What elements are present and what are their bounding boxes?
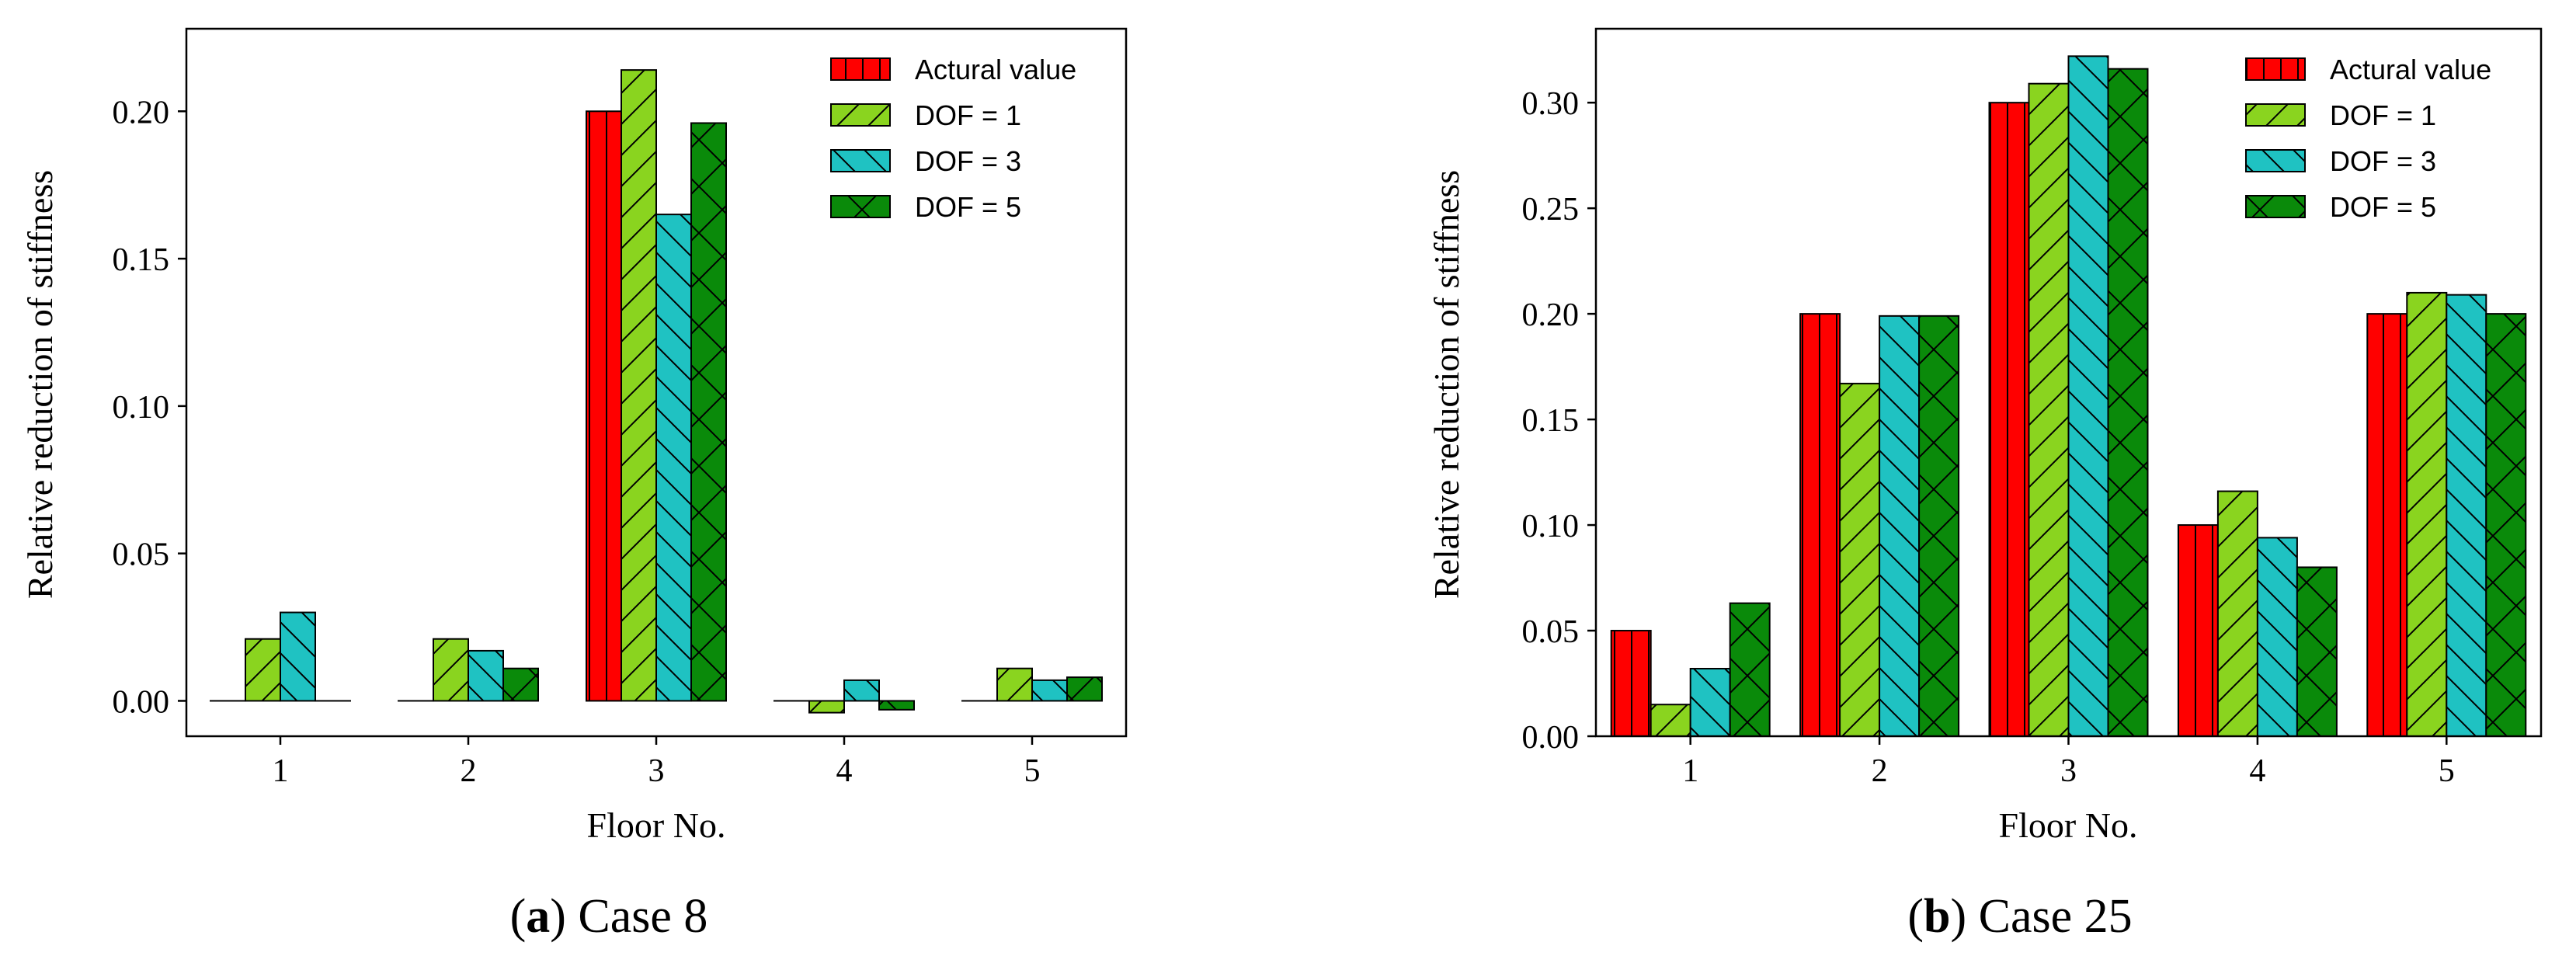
bar-hatch-3-floor-3 — [2067, 55, 2109, 738]
x-tick-label: 2 — [461, 753, 477, 789]
legend-label: Actural value — [915, 54, 1076, 85]
legend-swatch-hatch — [2245, 149, 2306, 172]
y-tick-label: 0.10 — [1522, 509, 1580, 544]
bar-hatch-2-floor-1 — [245, 638, 281, 702]
bar-hatch-2-floor-2 — [1839, 382, 1881, 737]
panel-caption: (a) Case 8 — [510, 890, 708, 943]
bar-hatch-3-floor-1 — [280, 611, 316, 702]
bar-hatch-3-floor-2 — [1879, 315, 1921, 737]
legend-swatch-hatch — [830, 149, 891, 172]
bar-hatch-2-floor-5 — [2406, 291, 2448, 738]
y-tick-label: 0.30 — [1522, 86, 1580, 122]
legend: Actural value DOF = 1 DOF = 3 DOF = 5 — [830, 54, 1076, 223]
bar-hatch-2-floor-3 — [2028, 82, 2070, 738]
bars — [1610, 55, 2527, 738]
legend-swatch-hatch — [2245, 103, 2306, 127]
legend: Actural value DOF = 1 DOF = 3 DOF = 5 — [2245, 54, 2491, 223]
legend-label: DOF = 3 — [915, 145, 1021, 177]
bar-hatch-3-floor-1 — [1689, 667, 1731, 738]
bar-hatch-4-floor-4 — [878, 700, 915, 711]
bar-hatch-1-floor-3 — [586, 110, 622, 702]
y-tick-label: 0.20 — [113, 95, 170, 130]
x-tick-label: 5 — [2439, 753, 2455, 789]
bar-hatch-2-floor-3 — [621, 69, 657, 702]
bar-hatch-3-floor-5 — [2446, 294, 2487, 737]
bar-hatch-4-floor-4 — [2296, 566, 2338, 737]
x-tick-label: 3 — [648, 753, 665, 789]
bar-hatch-2-floor-2 — [433, 638, 469, 702]
bar-hatch-1-floor-5 — [2366, 313, 2408, 738]
bar-hatch-4-floor-5 — [2485, 313, 2527, 738]
bar-hatch-1-floor-2 — [1799, 313, 1841, 738]
bar-hatch-4-floor-2 — [502, 667, 539, 702]
y-tick-label: 0.15 — [1522, 403, 1580, 439]
panel-caption: (b) Case 25 — [1907, 890, 2132, 943]
legend-label: DOF = 3 — [2330, 145, 2436, 177]
chart-panel-a: Relative reduction of stiffness Floor No… — [20, 27, 1128, 943]
legend-label: Actural value — [2330, 54, 2491, 85]
bar-hatch-4-floor-2 — [1918, 315, 1960, 737]
bar-hatch-2-floor-5 — [996, 667, 1033, 702]
legend-swatch-hatch — [830, 195, 891, 218]
bar-hatch-4-floor-5 — [1066, 676, 1103, 702]
y-tick-label: 0.25 — [1522, 192, 1580, 228]
x-tick-label: 5 — [1024, 753, 1041, 789]
chart-panel-b: Relative reduction of stiffness Floor No… — [1427, 27, 2543, 943]
bar-hatch-2-floor-4 — [808, 700, 845, 714]
y-axis-label: Relative reduction of stiffness — [20, 170, 60, 599]
bar-hatch-4-floor-3 — [690, 122, 727, 702]
y-tick-label: 0.15 — [113, 242, 170, 278]
bar-hatch-3-floor-4 — [843, 679, 880, 702]
bar-hatch-3-floor-2 — [468, 649, 504, 702]
legend-label: DOF = 1 — [2330, 99, 2436, 131]
bar-hatch-3-floor-4 — [2256, 537, 2298, 737]
bar-hatch-3-floor-3 — [655, 214, 692, 702]
y-axis-label: Relative reduction of stiffness — [1427, 170, 1466, 599]
y-tick-label: 0.05 — [113, 537, 170, 573]
x-tick-label: 3 — [2060, 753, 2077, 789]
bars — [210, 69, 1103, 714]
legend-swatch-hatch — [830, 57, 891, 81]
bar-hatch-3-floor-5 — [1031, 679, 1068, 702]
x-axis-label: Floor No. — [1999, 805, 2138, 845]
y-tick-label: 0.05 — [1522, 614, 1580, 650]
x-tick-label: 4 — [2249, 753, 2265, 789]
x-axis-label: Floor No. — [587, 805, 726, 845]
y-tick-label: 0.10 — [113, 390, 170, 426]
legend-label: DOF = 1 — [915, 99, 1021, 131]
legend-label: DOF = 5 — [2330, 191, 2436, 223]
bar-hatch-1-floor-3 — [1988, 102, 2030, 738]
x-tick-label: 1 — [1682, 753, 1698, 789]
x-tick-label: 2 — [1872, 753, 1888, 789]
x-tick-label: 4 — [836, 753, 853, 789]
x-tick-label: 1 — [273, 753, 289, 789]
bar-hatch-2-floor-4 — [2216, 490, 2258, 737]
legend-swatch-hatch — [2245, 57, 2306, 81]
bar-hatch-1-floor-1 — [1610, 630, 1652, 737]
legend-swatch-hatch — [2245, 195, 2306, 218]
y-tick-label: 0.00 — [1522, 720, 1580, 756]
y-tick-label: 0.20 — [1522, 297, 1580, 333]
legend-swatch-hatch — [830, 103, 891, 127]
bar-hatch-2-floor-1 — [1650, 704, 1691, 738]
legend-label: DOF = 5 — [915, 191, 1021, 223]
bar-hatch-4-floor-3 — [2107, 68, 2149, 738]
bar-hatch-1-floor-4 — [2177, 524, 2219, 737]
bar-hatch-4-floor-1 — [1729, 602, 1771, 737]
y-tick-label: 0.00 — [113, 684, 170, 720]
